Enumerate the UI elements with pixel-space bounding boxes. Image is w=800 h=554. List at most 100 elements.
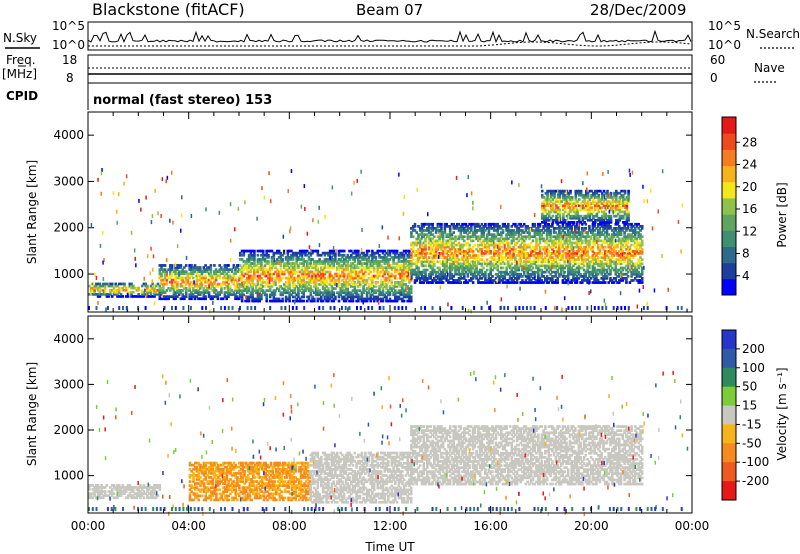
echo-cell xyxy=(434,239,438,243)
echo-cell xyxy=(176,291,179,294)
echo-cell xyxy=(376,299,379,303)
echo-cell xyxy=(427,231,431,234)
echo-cell xyxy=(595,268,598,272)
echo-cell xyxy=(193,291,197,294)
echo-cell xyxy=(360,256,364,259)
echo-cell xyxy=(583,200,586,203)
echo-cell xyxy=(277,281,281,284)
echo-cell xyxy=(227,270,230,273)
echo-cell xyxy=(114,288,117,292)
echo-cell xyxy=(602,229,605,232)
echo-cell xyxy=(619,250,623,253)
echo-cell xyxy=(576,210,579,214)
echo-cell xyxy=(402,266,406,270)
echo-cell xyxy=(586,254,589,257)
echo-cell xyxy=(597,204,600,208)
echo-cell xyxy=(572,260,575,264)
echo-cell xyxy=(582,247,586,251)
echo-cell xyxy=(558,258,561,261)
echo-cell xyxy=(484,270,487,274)
echo-cell xyxy=(561,254,565,257)
echo-cell xyxy=(570,198,574,201)
echo-cell xyxy=(246,291,249,295)
echo-cell xyxy=(188,268,191,271)
echo-cell xyxy=(334,256,337,259)
echo-cell xyxy=(477,279,480,282)
echo-cell xyxy=(362,262,365,265)
echo-cell xyxy=(501,258,505,261)
echo-cell xyxy=(234,276,237,280)
echo-cell xyxy=(443,258,447,261)
echo-cell xyxy=(154,284,158,288)
echo-cell xyxy=(239,276,242,280)
echo-cell xyxy=(413,262,417,266)
echo-cell xyxy=(357,260,360,263)
echo-cell xyxy=(605,268,609,272)
echo-cell xyxy=(302,291,305,295)
echo-cell xyxy=(417,270,420,274)
echo-cell xyxy=(447,239,450,243)
echo-cell xyxy=(404,262,408,265)
echo-cell xyxy=(371,281,374,284)
echo-cell xyxy=(420,272,424,276)
echo-cell xyxy=(371,258,374,261)
echo-cell xyxy=(459,225,463,228)
echo-cell xyxy=(577,247,581,251)
echo-cell xyxy=(422,241,426,245)
echo-cell xyxy=(214,289,218,292)
echo-cell xyxy=(526,264,529,268)
echo-cell xyxy=(593,235,596,239)
echo-cell xyxy=(455,256,459,259)
echo-cell xyxy=(596,258,600,261)
echo-cell xyxy=(244,264,247,267)
echo-cell xyxy=(554,252,558,255)
echo-cell xyxy=(436,235,440,239)
echo-cell xyxy=(342,260,346,263)
echo-cell xyxy=(357,278,360,282)
echo-cell xyxy=(204,278,207,282)
echo-cell xyxy=(522,250,526,253)
echo-cell xyxy=(193,289,197,292)
echo-cell xyxy=(295,276,298,280)
echo-cell xyxy=(548,202,551,205)
echo-cell xyxy=(484,277,487,280)
echo-cell xyxy=(325,270,328,274)
echo-cell xyxy=(598,227,602,230)
echo-cell xyxy=(549,235,552,239)
echo-cell xyxy=(475,231,478,234)
echo-cell xyxy=(206,270,209,273)
echo-cell xyxy=(477,237,480,241)
echo-cell xyxy=(626,237,630,241)
echo-cell xyxy=(551,218,555,222)
echo-cell xyxy=(360,293,364,297)
echo-cell xyxy=(188,293,191,296)
echo-cell xyxy=(464,258,468,261)
echo-cell xyxy=(431,256,434,259)
echo-cell xyxy=(394,295,397,299)
echo-cell xyxy=(452,222,455,226)
echo-cell xyxy=(591,250,595,253)
echo-cell xyxy=(293,287,297,290)
echo-cell xyxy=(517,239,521,243)
echo-cell xyxy=(563,266,566,270)
echo-cell xyxy=(593,200,597,203)
echo-cell xyxy=(572,268,575,272)
echo-cell xyxy=(619,231,623,234)
echo-cell xyxy=(582,277,586,280)
echo-cell xyxy=(190,274,193,278)
echo-cell xyxy=(438,243,441,247)
echo-cell xyxy=(555,208,558,212)
echo-cell xyxy=(574,189,578,193)
echo-cell xyxy=(385,276,388,280)
echo-cell xyxy=(355,299,358,303)
echo-cell xyxy=(452,256,455,259)
echo-cell xyxy=(295,251,298,255)
echo-cell xyxy=(332,291,335,295)
echo-cell xyxy=(501,260,505,264)
echo-cell xyxy=(519,254,522,257)
echo-cell xyxy=(223,274,227,278)
echo-cell xyxy=(468,256,471,259)
echo-cell xyxy=(211,282,214,286)
echo-cell xyxy=(507,260,510,264)
echo-cell xyxy=(487,237,491,241)
